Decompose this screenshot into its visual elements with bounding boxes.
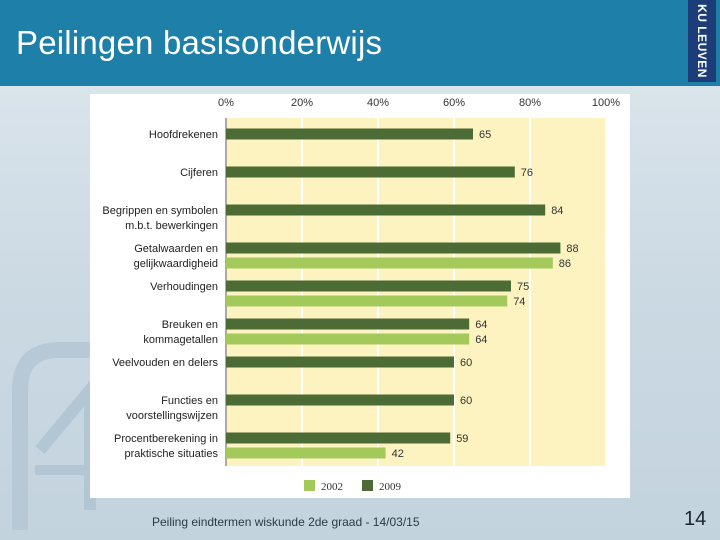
data-label-2009: 65	[479, 129, 491, 141]
bar-2002	[226, 257, 553, 269]
bar-2009	[226, 394, 454, 406]
logo-text: KU LEUVEN	[695, 4, 709, 78]
data-label-2002: 74	[513, 296, 525, 308]
category-label: Hoofdrekenen	[149, 129, 218, 141]
data-label-2002: 42	[392, 448, 404, 460]
bar-2009	[226, 166, 515, 178]
ku-leuven-logo: KU LEUVEN	[688, 0, 716, 82]
data-label-2009: 84	[551, 205, 563, 217]
bar-2002	[226, 447, 386, 459]
data-label-2002: 86	[559, 258, 571, 270]
data-label-2009: 76	[521, 167, 533, 179]
x-tick-label: 0%	[218, 97, 234, 109]
category-label-line: praktische situaties	[124, 448, 218, 460]
bar-chart: 0% 20% 40% 60% 80% 100% 65 Hoofdrekenen 76 Cijfer…	[102, 97, 620, 493]
x-tick-label: 40%	[367, 97, 389, 109]
category-label-line: Getalwaarden en	[134, 243, 218, 255]
legend-swatch-2009	[362, 480, 373, 491]
category-label: Breuken en kommagetallen	[143, 319, 218, 346]
category-label-line: Functies en	[161, 395, 218, 407]
data-label-2009: 64	[475, 319, 487, 331]
bar-2009	[226, 432, 451, 444]
data-label-2009: 60	[460, 357, 472, 369]
x-tick-label: 100%	[592, 97, 620, 109]
slide-title: Peilingen basisonderwijs	[16, 24, 383, 61]
category-label-line: Procentberekening in	[114, 433, 218, 445]
bar-2002	[226, 333, 470, 345]
category-label-line: Begrippen en symbolen	[102, 205, 218, 217]
bar-2009	[226, 204, 546, 216]
category-label-line: m.b.t. bewerkingen	[125, 220, 218, 232]
x-tick-label: 80%	[519, 97, 541, 109]
category-label: Veelvouden en delers	[112, 357, 218, 369]
category-label: Procentberekening in praktische situaties	[114, 433, 218, 460]
category-label-line: Breuken en	[162, 319, 218, 331]
data-label-2009: 88	[566, 243, 578, 255]
category-label: Cijferen	[180, 167, 218, 179]
category-label-line: voorstellingswijzen	[126, 410, 218, 422]
x-tick-label: 20%	[291, 97, 313, 109]
bar-2009	[226, 280, 511, 292]
data-label-2009: 60	[460, 395, 472, 407]
bar-2009	[226, 242, 561, 254]
category-label: Getalwaarden en gelijkwaardigheid	[134, 243, 218, 270]
page-number: 14	[684, 508, 707, 530]
bar-2009	[226, 128, 473, 140]
chart-panel: 0% 20% 40% 60% 80% 100% 65 Hoofdrekenen 76 Cijfer…	[90, 94, 630, 498]
bar-2002	[226, 295, 508, 307]
legend-label-2002: 2002	[321, 481, 343, 493]
category-label: Verhoudingen	[150, 281, 218, 293]
category-label: Begrippen en symbolen m.b.t. bewerkingen	[102, 205, 218, 232]
x-tick-label: 60%	[443, 97, 465, 109]
footer-text: Peiling eindtermen wiskunde 2de graad - …	[152, 515, 420, 529]
bar-2009	[226, 356, 454, 368]
category-label-line: gelijkwaardigheid	[134, 258, 218, 270]
category-label-line: kommagetallen	[143, 334, 218, 346]
slide-header: Peilingen basisonderwijs KU LEUVEN	[0, 0, 720, 86]
data-label-2009: 59	[456, 433, 468, 445]
legend-label-2009: 2009	[379, 481, 402, 493]
data-label-2002: 64	[475, 334, 487, 346]
data-label-2009: 75	[517, 281, 529, 293]
legend-swatch-2002	[304, 480, 315, 491]
bar-2009	[226, 318, 470, 330]
category-label: Functies en voorstellingswijzen	[126, 395, 218, 422]
